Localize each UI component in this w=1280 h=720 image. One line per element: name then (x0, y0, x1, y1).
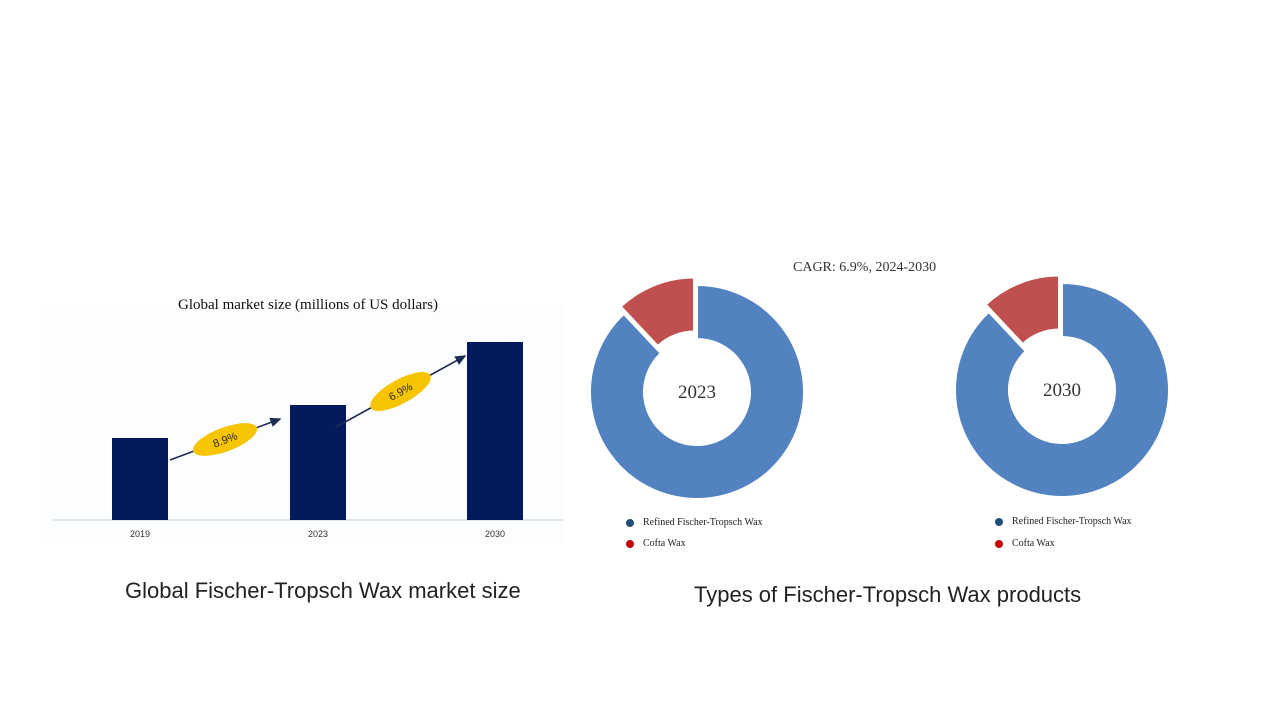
donut-slice-cofta (619, 276, 696, 348)
legend-dot-refined (995, 517, 1003, 526)
bar-2019 (112, 438, 168, 520)
legend-label-refined: Refined Fischer-Tropsch Wax (1012, 516, 1132, 527)
legend-dot-cofta (626, 539, 634, 548)
donut-center-label: 2030 (1043, 380, 1081, 401)
donut-center-label: 2023 (678, 382, 716, 403)
legend-item-cofta-2030: Cofta Wax (995, 538, 1055, 549)
legend-label-refined: Refined Fischer-Tropsch Wax (643, 517, 763, 528)
donut-slice-refined (954, 281, 1170, 498)
x-tick-label: 2030 (485, 529, 505, 539)
bar-chart-title: Global market size (millions of US dolla… (178, 297, 438, 313)
bar-2023 (290, 405, 346, 520)
bar-2030 (467, 342, 523, 520)
x-tick-label: 2019 (130, 529, 150, 539)
donut-slice-refined (589, 283, 805, 500)
cagr-title: CAGR: 6.9%, 2024-2030 (793, 260, 937, 275)
caption-product-types: Types of Fischer-Tropsch Wax products (694, 582, 1082, 607)
legend-item-cofta-2023: Cofta Wax (626, 538, 686, 549)
donut-slice-cofta (984, 274, 1061, 346)
x-tick-label: 2023 (308, 529, 328, 539)
legend-dot-refined (626, 518, 634, 527)
caption-market-size: Global Fischer-Tropsch Wax market size (125, 578, 521, 603)
legend-item-refined-2030: Refined Fischer-Tropsch Wax (995, 516, 1132, 527)
legend-item-refined-2023: Refined Fischer-Tropsch Wax (626, 517, 763, 528)
growth-badge (192, 423, 258, 456)
legend-label-cofta: Cofta Wax (643, 538, 686, 549)
legend-label-cofta: Cofta Wax (1012, 538, 1055, 549)
growth-badge (370, 372, 431, 411)
legend-dot-cofta (995, 539, 1003, 548)
